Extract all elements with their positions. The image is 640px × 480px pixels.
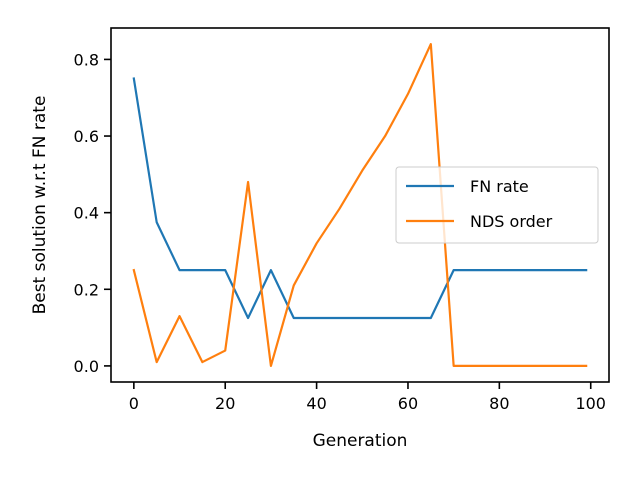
plot-area-frame	[110, 27, 610, 383]
y-tick-label: 0.4	[74, 204, 99, 223]
y-tick-label: 0.2	[74, 280, 99, 299]
x-axis-label: Generation	[313, 431, 408, 451]
legend-label-fn-rate: FN rate	[470, 177, 529, 196]
y-tick-label: 0.0	[74, 357, 99, 376]
x-tick-label: 20	[215, 394, 235, 413]
x-tick-label: 60	[398, 394, 418, 413]
y-axis-label: Best solution w.r.t FN rate	[30, 96, 50, 315]
x-axis-ticks: 0 20 40 60 80 100	[129, 382, 606, 413]
series-line-nds-order	[132, 42, 588, 368]
legend: FN rate NDS order	[395, 166, 599, 244]
x-tick-label: 0	[129, 394, 139, 413]
y-tick-label: 0.8	[74, 50, 99, 69]
legend-label-nds-order: NDS order	[470, 212, 553, 231]
series-line-fn-rate	[132, 77, 588, 320]
y-tick-label: 0.6	[74, 127, 99, 146]
x-tick-label: 40	[306, 394, 326, 413]
series-lines	[132, 42, 588, 368]
x-tick-label: 80	[489, 394, 509, 413]
x-tick-label: 100	[575, 394, 606, 413]
y-axis-ticks: 0.0 0.2 0.4 0.6 0.8	[74, 50, 111, 376]
